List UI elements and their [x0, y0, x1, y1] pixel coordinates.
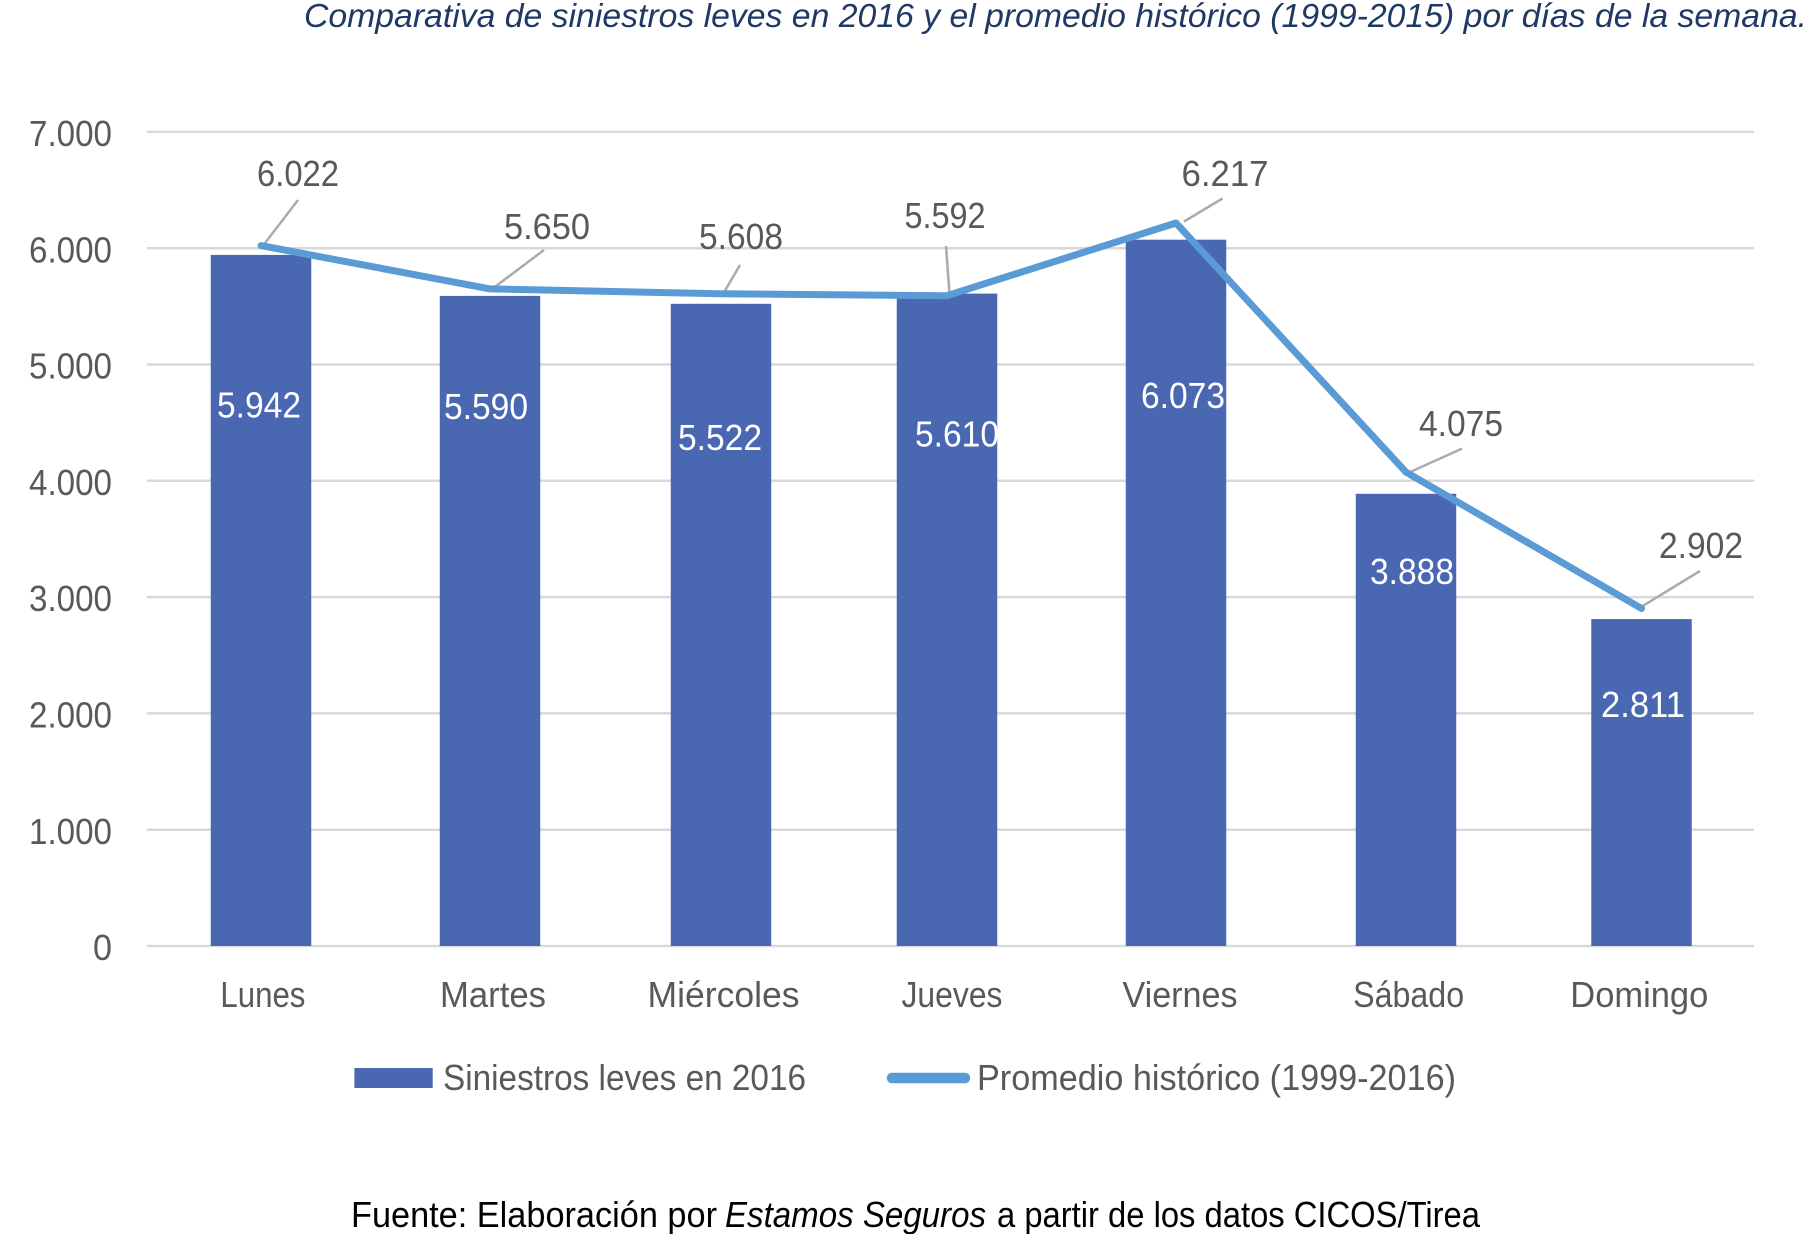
svg-text:2.000: 2.000	[29, 695, 112, 736]
svg-text:5.000: 5.000	[29, 346, 112, 387]
svg-text:6.000: 6.000	[29, 229, 112, 270]
svg-text:5.608: 5.608	[699, 216, 783, 257]
svg-text:Siniestros leves en 2016: Siniestros leves en 2016	[443, 1057, 806, 1098]
svg-text:Miércoles: Miércoles	[648, 974, 800, 1015]
svg-text:Viernes: Viernes	[1123, 974, 1238, 1015]
svg-text:Promedio histórico (1999-2016): Promedio histórico (1999-2016)	[977, 1057, 1456, 1098]
svg-text:5.590: 5.590	[444, 386, 528, 427]
svg-text:Sábado: Sábado	[1353, 974, 1464, 1015]
svg-text:5.650: 5.650	[504, 206, 590, 247]
svg-text:Fuente: Elaboración por: Fuente: Elaboración por	[351, 1194, 717, 1234]
svg-text:2.811: 2.811	[1601, 684, 1685, 725]
svg-text:5.592: 5.592	[905, 195, 986, 236]
svg-text:0: 0	[93, 927, 112, 968]
svg-text:1.000: 1.000	[29, 811, 112, 852]
svg-text:4.075: 4.075	[1419, 403, 1503, 444]
svg-text:6.022: 6.022	[257, 153, 339, 194]
svg-text:4.000: 4.000	[29, 462, 112, 503]
svg-text:3.888: 3.888	[1370, 551, 1454, 592]
svg-text:5.610: 5.610	[915, 414, 999, 455]
svg-text:6.073: 6.073	[1141, 375, 1225, 416]
svg-text:Martes: Martes	[440, 974, 546, 1015]
svg-text:5.522: 5.522	[678, 417, 762, 458]
svg-text:Lunes: Lunes	[220, 974, 305, 1015]
svg-text:Domingo: Domingo	[1570, 974, 1708, 1015]
svg-text:a partir de los datos CICOS/Ti: a partir de los datos CICOS/Tirea	[997, 1194, 1481, 1234]
svg-text:2.902: 2.902	[1659, 525, 1743, 566]
svg-text:Estamos Seguros: Estamos Seguros	[725, 1194, 986, 1234]
svg-text:Jueves: Jueves	[902, 974, 1003, 1015]
svg-text:3.000: 3.000	[29, 578, 112, 619]
svg-text:6.217: 6.217	[1182, 153, 1269, 194]
svg-text:Comparativa de siniestros leve: Comparativa de siniestros leves en 2016 …	[304, 0, 1807, 34]
svg-text:5.942: 5.942	[217, 385, 301, 426]
svg-text:7.000: 7.000	[29, 113, 112, 154]
